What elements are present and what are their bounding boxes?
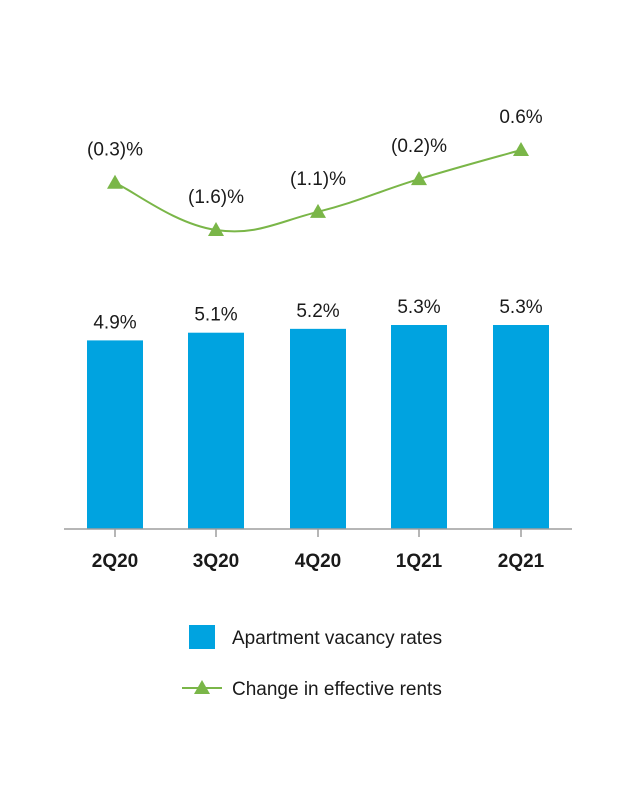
x-tick-label-3Q20: 3Q20 <box>193 551 239 572</box>
bar-3Q20 <box>188 332 244 529</box>
rent-change-labels: (0.3)% (1.6)% (1.1)% (0.2)% 0.6% <box>87 107 543 208</box>
rent-marker-2Q20 <box>107 174 123 189</box>
legend-bar-swatch <box>189 625 215 649</box>
bar-label-3Q20: 5.1% <box>194 305 237 326</box>
x-tick-label-4Q20: 4Q20 <box>295 551 341 572</box>
rent-marker-4Q20 <box>310 203 326 218</box>
rent-label-1Q21: (0.2)% <box>391 136 447 157</box>
x-tick-label-2Q20: 2Q20 <box>92 551 138 572</box>
legend-line-label: Change in effective rents <box>232 679 442 700</box>
x-axis-tick-labels: 2Q20 3Q20 4Q20 1Q21 2Q21 <box>92 551 545 572</box>
bar-2Q21 <box>493 325 549 529</box>
bar-label-4Q20: 5.2% <box>296 301 339 322</box>
legend-triangle-icon <box>194 680 210 694</box>
bar-1Q21 <box>391 325 447 529</box>
legend: Apartment vacancy rates Change in effect… <box>182 625 442 700</box>
legend-bar-label: Apartment vacancy rates <box>232 628 442 649</box>
bar-2Q20 <box>87 340 143 529</box>
rent-marker-3Q20 <box>208 222 224 236</box>
rent-marker-1Q21 <box>411 171 427 186</box>
bar-label-2Q21: 5.3% <box>499 297 542 318</box>
bar-4Q20 <box>290 328 346 529</box>
vacancy-bars <box>87 325 549 529</box>
vacancy-bar-labels: 4.9% 5.1% 5.2% 5.3% 5.3% <box>93 297 542 333</box>
x-axis-ticks <box>114 529 522 537</box>
bar-label-2Q20: 4.9% <box>93 312 136 333</box>
rent-label-3Q20: (1.6)% <box>188 187 244 208</box>
bar-label-1Q21: 5.3% <box>397 297 440 318</box>
x-tick-label-1Q21: 1Q21 <box>396 551 443 572</box>
rent-marker-2Q21 <box>513 142 529 156</box>
rent-change-markers <box>107 142 529 236</box>
rent-label-2Q21: 0.6% <box>499 107 542 128</box>
rent-change-line <box>114 149 522 233</box>
rent-label-4Q20: (1.1)% <box>290 169 346 190</box>
x-tick-label-2Q21: 2Q21 <box>498 551 545 572</box>
rent-label-2Q20: (0.3)% <box>87 140 143 161</box>
